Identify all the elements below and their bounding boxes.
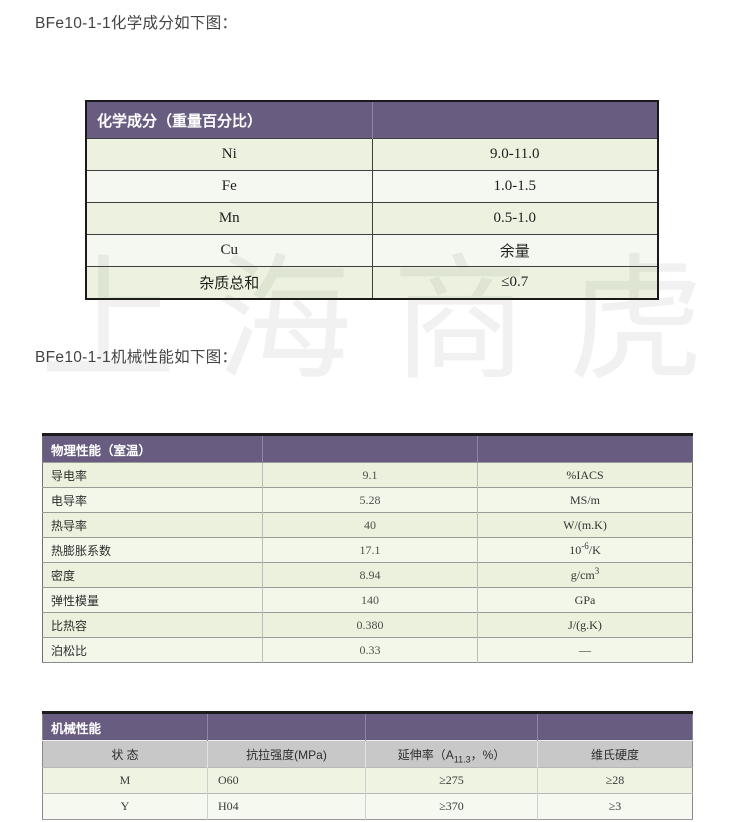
property-label: 导电率 bbox=[42, 462, 263, 488]
table-row: 导电率 9.1 %IACS bbox=[42, 462, 693, 488]
chem-table: 化学成分（重量百分比） Ni 9.0-11.0 Fe 1.0-1.5 Mn 0.… bbox=[85, 100, 659, 300]
element-cell: Mn bbox=[85, 202, 373, 235]
column-header-tensile: 抗拉强度(MPa) bbox=[207, 740, 366, 768]
table-row: Mn 0.5-1.0 bbox=[85, 202, 659, 235]
property-unit: MS/m bbox=[477, 487, 693, 513]
property-unit: 10-6/K bbox=[477, 537, 693, 563]
mech-section-title: BFe10-1-1机械性能如下图： bbox=[35, 349, 238, 366]
table-row: M O60 ≥275 ≥28 bbox=[42, 767, 693, 794]
mech-column-header-row: 状 态 抗拉强度(MPa) 延伸率（A11.3，%） 维氏硬度 bbox=[42, 740, 693, 768]
column-header-hardness: 维氏硬度 bbox=[537, 740, 693, 768]
hardness-cell: ≥28 bbox=[537, 767, 693, 794]
mech-header-spacer bbox=[207, 712, 366, 741]
physical-properties-table: 物理性能（室温） 导电率 9.1 %IACS 电导率 5.28 MS/m 热导率… bbox=[42, 433, 693, 663]
table-row: Cu 余量 bbox=[85, 234, 659, 267]
property-label: 热膨胀系数 bbox=[42, 537, 263, 563]
element-cell: 杂质总和 bbox=[85, 266, 373, 300]
element-cell: Ni bbox=[85, 138, 373, 171]
property-value: 5.28 bbox=[262, 487, 478, 513]
property-value: 17.1 bbox=[262, 537, 478, 563]
property-label: 密度 bbox=[42, 562, 263, 588]
property-label: 热导率 bbox=[42, 512, 263, 538]
property-value: 40 bbox=[262, 512, 478, 538]
phys-table-title: 物理性能（室温） bbox=[42, 434, 263, 463]
property-unit: W/(m.K) bbox=[477, 512, 693, 538]
property-value: 0.33 bbox=[262, 637, 478, 663]
table-row: Ni 9.0-11.0 bbox=[85, 138, 659, 171]
mech-table-title: 机械性能 bbox=[42, 712, 208, 741]
property-value: 0.380 bbox=[262, 612, 478, 638]
mech-header-spacer bbox=[365, 712, 538, 741]
table-row: 密度 8.94 g/cm3 bbox=[42, 562, 693, 588]
chem-table-title: 化学成分（重量百分比） bbox=[86, 101, 373, 139]
chem-header-row: 化学成分（重量百分比） bbox=[86, 101, 658, 139]
phys-header-row: 物理性能（室温） bbox=[42, 434, 693, 463]
property-label: 比热容 bbox=[42, 612, 263, 638]
state-cell: Y bbox=[42, 793, 208, 820]
value-cell: 1.0-1.5 bbox=[371, 170, 659, 203]
chem-section-title: BFe10-1-1化学成分如下图： bbox=[35, 15, 238, 32]
mech-header-row: 机械性能 bbox=[42, 712, 693, 741]
property-unit: g/cm3 bbox=[477, 562, 693, 588]
table-row: Fe 1.0-1.5 bbox=[85, 170, 659, 203]
elongation-cell: ≥370 bbox=[365, 793, 538, 820]
property-value: 9.1 bbox=[262, 462, 478, 488]
chem-header-spacer bbox=[372, 101, 658, 139]
temper-cell: H04 bbox=[207, 793, 366, 820]
property-value: 8.94 bbox=[262, 562, 478, 588]
property-unit: GPa bbox=[477, 587, 693, 613]
mech-header-spacer bbox=[537, 712, 693, 741]
phys-header-spacer bbox=[262, 434, 478, 463]
value-cell: ≤0.7 bbox=[371, 266, 659, 300]
element-cell: Cu bbox=[85, 234, 373, 267]
property-unit: — bbox=[477, 637, 693, 663]
value-cell: 0.5-1.0 bbox=[371, 202, 659, 235]
phys-header-spacer bbox=[477, 434, 693, 463]
temper-cell: O60 bbox=[207, 767, 366, 794]
elongation-cell: ≥275 bbox=[365, 767, 538, 794]
property-unit: %IACS bbox=[477, 462, 693, 488]
table-row: 杂质总和 ≤0.7 bbox=[85, 266, 659, 300]
state-cell: M bbox=[42, 767, 208, 794]
column-header-state: 状 态 bbox=[42, 740, 208, 768]
mechanical-properties-table: 机械性能 状 态 抗拉强度(MPa) 延伸率（A11.3，%） 维氏硬度 M O… bbox=[42, 711, 693, 820]
table-row: Y H04 ≥370 ≥3 bbox=[42, 793, 693, 820]
property-label: 电导率 bbox=[42, 487, 263, 513]
property-unit: J/(g.K) bbox=[477, 612, 693, 638]
value-cell: 余量 bbox=[371, 234, 659, 267]
table-row: 泊松比 0.33 — bbox=[42, 637, 693, 663]
property-label: 泊松比 bbox=[42, 637, 263, 663]
table-row: 电导率 5.28 MS/m bbox=[42, 487, 693, 513]
property-value: 140 bbox=[262, 587, 478, 613]
table-row: 比热容 0.380 J/(g.K) bbox=[42, 612, 693, 638]
table-row: 热导率 40 W/(m.K) bbox=[42, 512, 693, 538]
element-cell: Fe bbox=[85, 170, 373, 203]
table-row: 弹性模量 140 GPa bbox=[42, 587, 693, 613]
table-row: 热膨胀系数 17.1 10-6/K bbox=[42, 537, 693, 563]
column-header-elongation: 延伸率（A11.3，%） bbox=[365, 740, 538, 768]
value-cell: 9.0-11.0 bbox=[371, 138, 659, 171]
hardness-cell: ≥3 bbox=[537, 793, 693, 820]
property-label: 弹性模量 bbox=[42, 587, 263, 613]
